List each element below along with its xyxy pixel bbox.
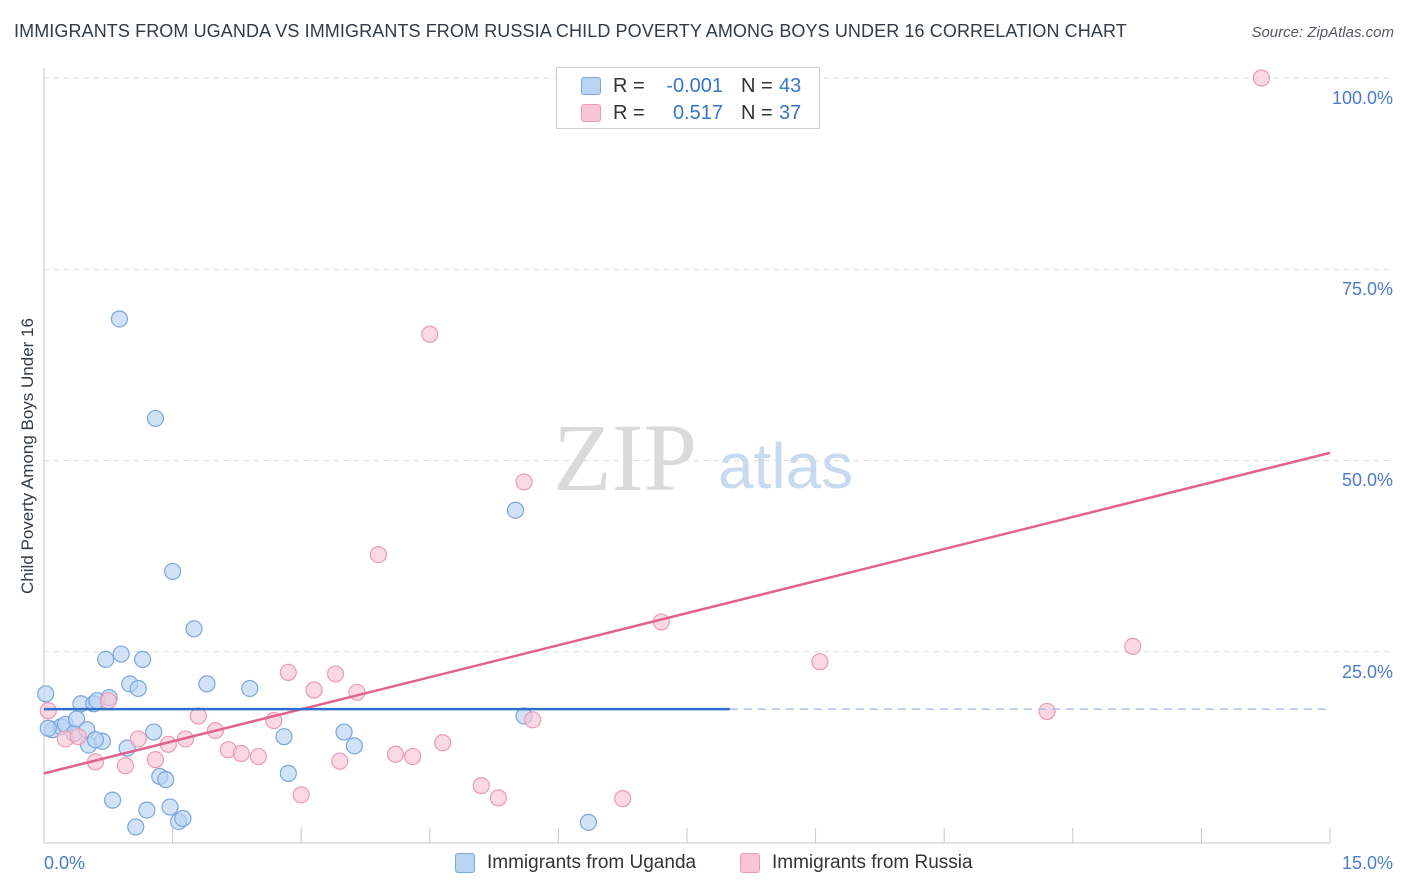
chart-title: IMMIGRANTS FROM UGANDA VS IMMIGRANTS FRO… [14, 21, 1127, 41]
uganda-legend-swatch [455, 853, 475, 873]
uganda-point [241, 679, 259, 698]
russia-point [326, 665, 345, 683]
russia-point [292, 786, 310, 804]
x-tick-label: 0.0% [44, 853, 85, 873]
bottom-legend-russia: Immigrants from Russia [740, 852, 973, 874]
n-value: 37 [779, 101, 802, 124]
uganda-point [129, 679, 147, 698]
uganda-point [146, 409, 165, 428]
r-label: R = [613, 74, 645, 97]
source-label: Source: ZipAtlas.com [1251, 24, 1394, 41]
russia-point [69, 728, 87, 746]
uganda-point [345, 737, 363, 755]
uganda-point [145, 723, 163, 741]
uganda-point [112, 645, 130, 663]
russia-point [386, 745, 405, 763]
legend-row-russia: R = 0.517 N = 37 [581, 100, 801, 126]
russia-point [146, 751, 165, 769]
russia-point [331, 752, 349, 770]
russia-point [472, 777, 490, 795]
uganda-point [97, 650, 115, 669]
russia-point [489, 789, 507, 807]
uganda-swatch [581, 77, 601, 95]
uganda-point [133, 650, 152, 669]
legend-row-uganda: R = -0.001 N = 43 [581, 73, 801, 99]
uganda-point [86, 731, 105, 749]
x-tick-label: 15.0% [1342, 853, 1393, 873]
series-uganda-points [37, 310, 598, 836]
r-value: 0.517 [672, 101, 723, 124]
watermark-atlas: atlas [718, 430, 853, 502]
russia-point [434, 734, 452, 752]
uganda-point [174, 809, 192, 828]
r-label: R = [613, 101, 645, 124]
uganda-point [127, 818, 145, 836]
russia-point [129, 730, 147, 748]
r-value: -0.001 [666, 74, 723, 97]
russia-point [232, 744, 250, 763]
y-tick-label: 100.0% [1332, 88, 1393, 108]
russia-point [279, 663, 297, 682]
watermark-zip: ZIP [553, 404, 697, 511]
uganda-point [579, 813, 598, 831]
russia-point [1124, 637, 1142, 655]
russia-point [1252, 69, 1271, 87]
y-tick-label: 25.0% [1342, 662, 1393, 682]
uganda-point [185, 620, 203, 638]
russia-point [249, 747, 267, 766]
russia-point [811, 653, 829, 671]
russia-point [524, 711, 542, 729]
uganda-point [506, 501, 525, 519]
y-tick-label: 50.0% [1342, 470, 1393, 490]
uganda-point [103, 791, 122, 809]
uganda-point [164, 562, 182, 581]
russia-point [189, 707, 207, 725]
uganda-point [198, 675, 216, 693]
russia-swatch [581, 104, 601, 122]
uganda-point [110, 310, 129, 328]
russia-legend-swatch [740, 853, 760, 873]
uganda-legend-label: Immigrants from Uganda [487, 852, 697, 873]
n-label: N = [741, 74, 773, 97]
russia-point [1038, 702, 1056, 721]
uganda-point [39, 719, 57, 737]
uganda-point [161, 798, 179, 816]
watermark: ZIP atlas [553, 404, 853, 511]
correlation-legend: R = -0.001 N = 43 R = 0.517 N = 37 [556, 67, 820, 129]
trend-lines [43, 451, 1331, 775]
uganda-point [138, 801, 156, 819]
bottom-legend-uganda: Immigrants from Uganda [455, 852, 696, 874]
uganda-point [37, 685, 55, 703]
russia-point [614, 790, 632, 808]
gridlines [44, 77, 1392, 653]
russia-legend-label: Immigrants from Russia [772, 852, 973, 873]
russia-point [421, 325, 439, 343]
russia-point [99, 692, 117, 710]
uganda-point [279, 764, 297, 782]
uganda-point [335, 723, 353, 741]
russia-point [305, 681, 323, 699]
russia-point [369, 545, 387, 564]
russia-point [515, 473, 533, 491]
russia-point [116, 757, 135, 775]
uganda-point [157, 770, 175, 789]
tick-labels: 25.0% 50.0% 75.0% 100.0% 0.0% 15.0% [44, 88, 1393, 873]
russia-trend-line [43, 451, 1331, 775]
n-value: 43 [779, 74, 802, 97]
russia-point [39, 702, 57, 720]
series-russia-points [39, 69, 1271, 808]
russia-point [404, 747, 422, 766]
n-label: N = [741, 101, 773, 124]
uganda-point [275, 728, 293, 746]
y-tick-label: 75.0% [1342, 279, 1393, 299]
